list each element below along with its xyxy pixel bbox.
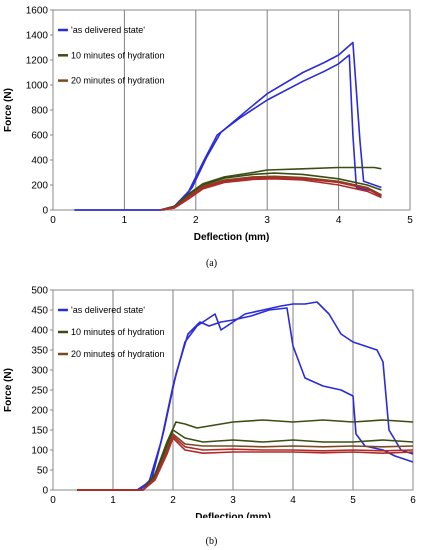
y-tick-label: 800 bbox=[31, 106, 48, 117]
y-tick-label: 100 bbox=[31, 446, 48, 457]
y-tick-label: 200 bbox=[31, 181, 48, 192]
series-line-7 bbox=[77, 435, 414, 491]
y-tick-label: 250 bbox=[31, 386, 48, 397]
y-tick-label: 600 bbox=[31, 131, 48, 142]
x-tick-label: 6 bbox=[410, 495, 416, 506]
y-tick-label: 400 bbox=[31, 326, 48, 337]
legend-label: 20 minutes of hydration bbox=[71, 349, 165, 359]
y-tick-label: 50 bbox=[37, 466, 49, 477]
legend-label: 20 minutes of hydration bbox=[71, 76, 165, 86]
series-line-2 bbox=[77, 307, 414, 491]
chart-a: 0 1 2 3 4 5 0 200 400 600 800 1000 1200 1400 1600 Defle… bbox=[3, 6, 413, 244]
series-line-3 bbox=[77, 419, 414, 491]
caption-a: (a) bbox=[205, 258, 218, 269]
legend-label: 10 minutes of hydration bbox=[71, 50, 165, 60]
y-tick-label: 0 bbox=[42, 206, 48, 217]
x-tick-label: 3 bbox=[230, 495, 236, 506]
y-tick-label: 350 bbox=[31, 346, 48, 357]
x-axis-label: Deflection (mm) bbox=[194, 232, 270, 243]
legend-label: 'as delivered state' bbox=[71, 25, 145, 35]
x-tick-label: 1 bbox=[110, 495, 116, 506]
y-tick-label: 1600 bbox=[26, 6, 49, 17]
legend: 'as delivered state' 10 minutes of hydrat… bbox=[58, 25, 165, 86]
y-tick-label: 200 bbox=[31, 406, 48, 417]
y-axis-label: Force (N) bbox=[3, 88, 14, 132]
x-tick-label: 3 bbox=[264, 215, 270, 226]
y-tick-label: 400 bbox=[31, 156, 48, 167]
y-tick-label: 1200 bbox=[26, 56, 49, 67]
chart-b: 0 1 2 3 4 5 6 0 50 100 150 200 250 300 350 400 450 500 Def… bbox=[3, 286, 416, 519]
x-axis-label: Deflection (mm) bbox=[195, 512, 271, 518]
y-tick-label: 500 bbox=[31, 286, 48, 297]
x-tick-label: 5 bbox=[350, 495, 356, 506]
y-tick-label: 450 bbox=[31, 306, 48, 317]
y-tick-label: 150 bbox=[31, 426, 48, 437]
y-tick-label: 1000 bbox=[26, 81, 49, 92]
series-line-7 bbox=[159, 176, 382, 211]
legend-label: 10 minutes of hydration bbox=[71, 327, 165, 337]
x-tick-label: 2 bbox=[170, 495, 176, 506]
y-tick-label: 0 bbox=[42, 486, 48, 497]
caption-b: (b) bbox=[205, 536, 218, 547]
x-tick-label: 0 bbox=[50, 495, 56, 506]
x-tick-label: 5 bbox=[407, 215, 413, 226]
series-line-4 bbox=[77, 429, 414, 491]
legend: 'as delivered state' 10 minutes of hydrat… bbox=[58, 305, 165, 359]
x-tick-label: 0 bbox=[50, 215, 56, 226]
x-tick-label: 1 bbox=[122, 215, 128, 226]
series-line-6 bbox=[159, 178, 382, 211]
series-line-4 bbox=[159, 172, 382, 211]
x-tick-label: 2 bbox=[193, 215, 199, 226]
y-tick-label: 1400 bbox=[26, 31, 49, 42]
y-tick-label: 300 bbox=[31, 366, 48, 377]
y-axis-label: Force (N) bbox=[3, 368, 14, 412]
series-line-1 bbox=[74, 54, 382, 211]
x-tick-label: 4 bbox=[290, 495, 296, 506]
legend-label: 'as delivered state' bbox=[71, 305, 145, 315]
x-tick-label: 4 bbox=[336, 215, 342, 226]
